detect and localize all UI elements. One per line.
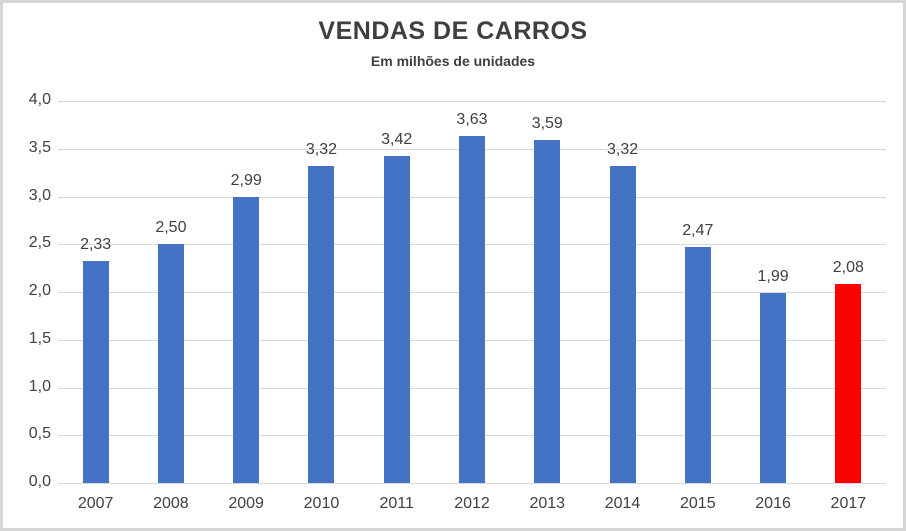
bar-slot: 2,50 2008: [133, 101, 208, 512]
bar-slot: 3,32 2014: [585, 101, 660, 512]
y-tick-label: 3,0: [28, 186, 51, 204]
x-tick-label: 2013: [529, 495, 566, 512]
plot-area: 2,33 2007 2,50 2008 2,99 2009 3,32 2010 3,42 2011…: [58, 101, 886, 513]
bar-slot: 1,99 2016: [735, 101, 810, 512]
bar-value-label: 1,99: [757, 267, 789, 285]
bar-slot: 2,99 2009: [209, 101, 284, 512]
bar-2009: [233, 197, 260, 483]
bar-value-label: 3,63: [456, 111, 488, 129]
x-tick-label: 2015: [680, 495, 716, 512]
bar-2008: [157, 244, 184, 483]
bar-value-label: 3,59: [531, 115, 563, 133]
bar-value-label: 2,47: [682, 222, 714, 240]
bar-2007: [82, 260, 109, 483]
bar-2014: [609, 165, 636, 483]
x-tick-label: 2010: [303, 495, 340, 512]
bar-value-label: 3,42: [381, 131, 413, 149]
bar-slot: 2,08 2017: [811, 101, 886, 512]
x-tick-label: 2009: [228, 495, 264, 512]
bar-2016: [760, 292, 787, 483]
x-tick-label: 2007: [77, 495, 114, 512]
y-tick-label: 3,5: [28, 138, 51, 156]
bar-slot: 3,42 2011: [359, 101, 434, 512]
bar-slot: 3,32 2010: [284, 101, 359, 512]
x-tick-label: 2012: [454, 495, 490, 512]
bar-value-label: 2,08: [832, 259, 864, 277]
chart-subtitle: Em milhões de unidades: [370, 53, 536, 69]
bar-2013: [534, 140, 561, 483]
bar-slot: 3,63 2012: [434, 101, 509, 512]
x-tick-label: 2008: [153, 495, 189, 512]
chart-title: VENDAS DE CARROS: [318, 17, 588, 45]
y-tick-label: 1,0: [28, 377, 51, 395]
y-tick-label: 2,0: [28, 282, 51, 299]
bar-value-label: 3,32: [305, 140, 338, 158]
bar-slot: 2,33 2007: [58, 101, 133, 513]
bar-value-label: 2,99: [230, 172, 262, 190]
y-tick-label: 1,5: [28, 329, 51, 347]
bar-2015: [684, 247, 711, 483]
x-tick-label: 2014: [604, 495, 641, 512]
gridline: [58, 483, 886, 484]
y-tick-label: 0,0: [28, 473, 51, 490]
x-tick-label: 2017: [830, 495, 867, 512]
gridline: [58, 101, 886, 102]
bar-slot: 2,47 2015: [660, 101, 735, 512]
y-tick-label: 0,5: [28, 425, 51, 443]
x-tick-label: 2011: [379, 495, 414, 512]
bar-2011: [383, 156, 410, 483]
x-tick-label: 2016: [755, 495, 791, 512]
bar-slot: 3,59 2013: [510, 101, 585, 512]
bar-value-label: 2,50: [155, 219, 187, 237]
bar-value-label: 2,33: [80, 235, 112, 253]
bar-2012: [458, 136, 485, 483]
bar-value-label: 3,32: [606, 140, 639, 158]
bar-2017: [835, 284, 862, 483]
bar-2010: [308, 165, 335, 483]
y-tick-label: 4,0: [28, 91, 51, 108]
y-tick-label: 2,5: [28, 234, 51, 252]
